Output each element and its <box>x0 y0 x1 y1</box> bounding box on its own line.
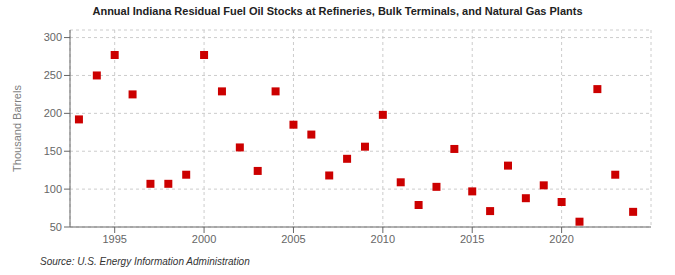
svg-text:300: 300 <box>44 31 62 43</box>
svg-text:2015: 2015 <box>460 233 484 245</box>
svg-text:50: 50 <box>50 221 62 233</box>
svg-text:2020: 2020 <box>549 233 573 245</box>
html-text:Annual Indiana Residual Fuel O: Annual Indiana Residual Fuel Oil Stocks … <box>92 5 583 17</box>
svg-text:200: 200 <box>44 107 62 119</box>
svg-text:150: 150 <box>44 145 62 157</box>
svg-text:2000: 2000 <box>192 233 216 245</box>
svg-text:1995: 1995 <box>102 233 126 245</box>
html-text:Source: U.S. Energy Informatio: Source: U.S. Energy Information Administ… <box>40 256 250 267</box>
svg-text:2010: 2010 <box>371 233 395 245</box>
svg-text:100: 100 <box>44 183 62 195</box>
svg-text:Thousand Barrels: Thousand Barrels <box>11 85 23 172</box>
svg-text:250: 250 <box>44 69 62 81</box>
svg-text:2005: 2005 <box>281 233 305 245</box>
